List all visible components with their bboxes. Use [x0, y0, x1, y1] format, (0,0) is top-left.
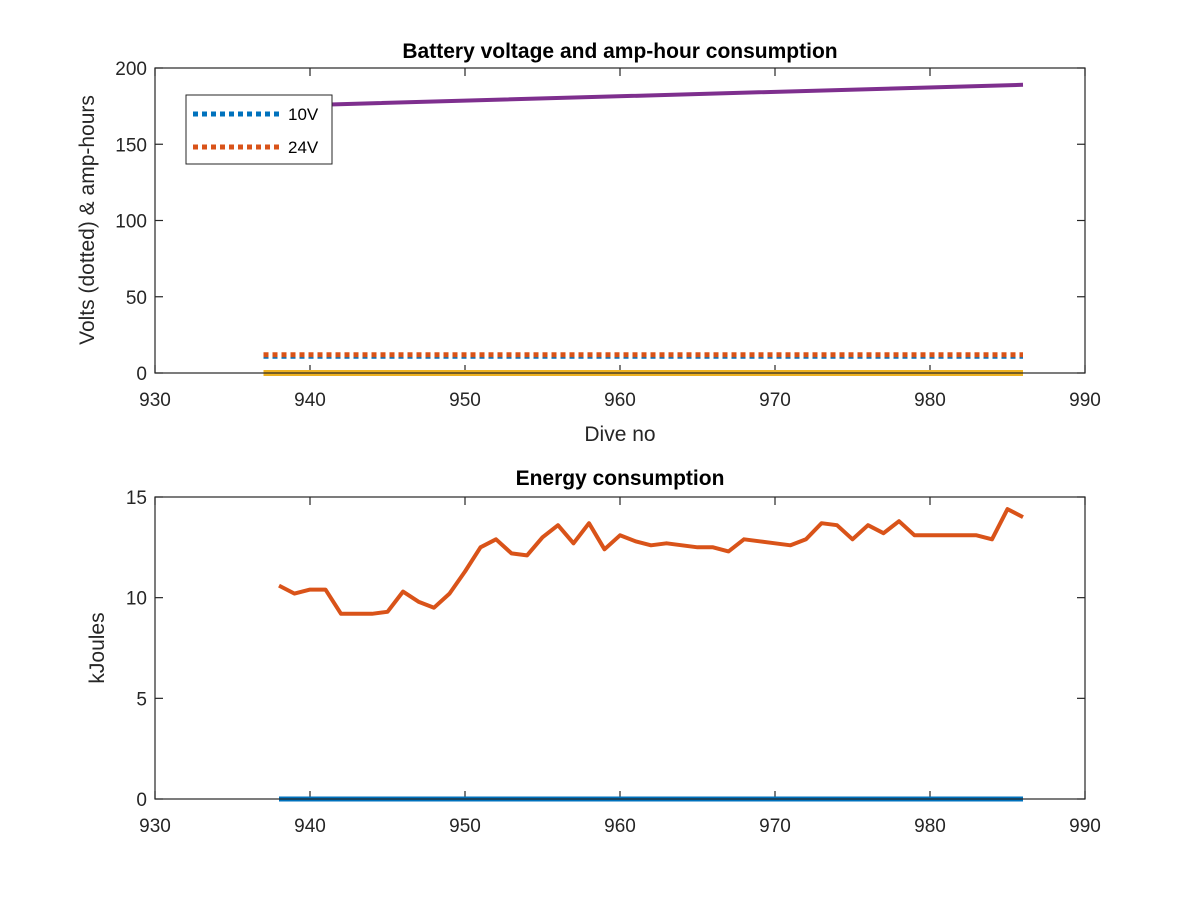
bottom-y-tick-label: 5 — [136, 689, 147, 710]
bottom-axes-frame — [154, 496, 1086, 800]
top-x-axis-label: Dive no — [584, 423, 655, 446]
top-y-tick-label: 0 — [136, 364, 147, 385]
legend-label-24v: 24V — [288, 138, 319, 157]
top-x-tick-label: 930 — [139, 390, 171, 411]
bottom-x-tick-label: 990 — [1069, 816, 1101, 837]
top-x-tick-label: 960 — [604, 390, 636, 411]
top-x-tick-label: 990 — [1069, 390, 1101, 411]
top-x-tick-label: 940 — [294, 390, 326, 411]
bottom-y-tick-label: 0 — [136, 790, 147, 811]
bottom-y-tick-label: 10 — [126, 589, 147, 610]
top-x-tick-label: 980 — [914, 390, 946, 411]
bottom-x-tick-label: 970 — [759, 816, 791, 837]
top-y-tick-label: 200 — [115, 59, 147, 80]
top-x-tick-label: 970 — [759, 390, 791, 411]
top-y-tick-label: 100 — [115, 212, 147, 233]
top-chart-title: Battery voltage and amp-hour consumption — [402, 40, 837, 63]
top-y-tick-label: 50 — [126, 288, 147, 309]
top-x-tick-label: 950 — [449, 390, 481, 411]
bottom-axes: 930 940 950 960 970 980 990 0 5 10 15 Energy consu… — [86, 467, 1101, 837]
series-energy-24v — [278, 507, 1024, 616]
bottom-x-tick-label: 940 — [294, 816, 326, 837]
bottom-y-axis-label: kJoules — [86, 612, 109, 683]
top-y-axis-label: Volts (dotted) & amp-hours — [76, 95, 99, 345]
top-axes-ticks: 930 940 950 960 970 980 990 0 50 100 150 200 — [115, 59, 1101, 411]
bottom-x-tick-label: 960 — [604, 816, 636, 837]
top-axes-frame — [154, 67, 1086, 374]
legend-label-10v: 10V — [288, 105, 319, 124]
bottom-chart-title: Energy consumption — [516, 467, 725, 490]
top-axes: 930 940 950 960 970 980 990 0 50 100 150 200 Batter… — [76, 40, 1101, 446]
legend-box — [185, 94, 333, 165]
bottom-y-tick-label: 15 — [126, 488, 147, 509]
top-y-tick-label: 150 — [115, 135, 147, 156]
bottom-x-tick-label: 980 — [914, 816, 946, 837]
bottom-x-tick-label: 930 — [139, 816, 171, 837]
legend: 10V 24V — [185, 94, 333, 165]
bottom-x-tick-label: 950 — [449, 816, 481, 837]
bottom-axes-background — [155, 497, 1085, 799]
